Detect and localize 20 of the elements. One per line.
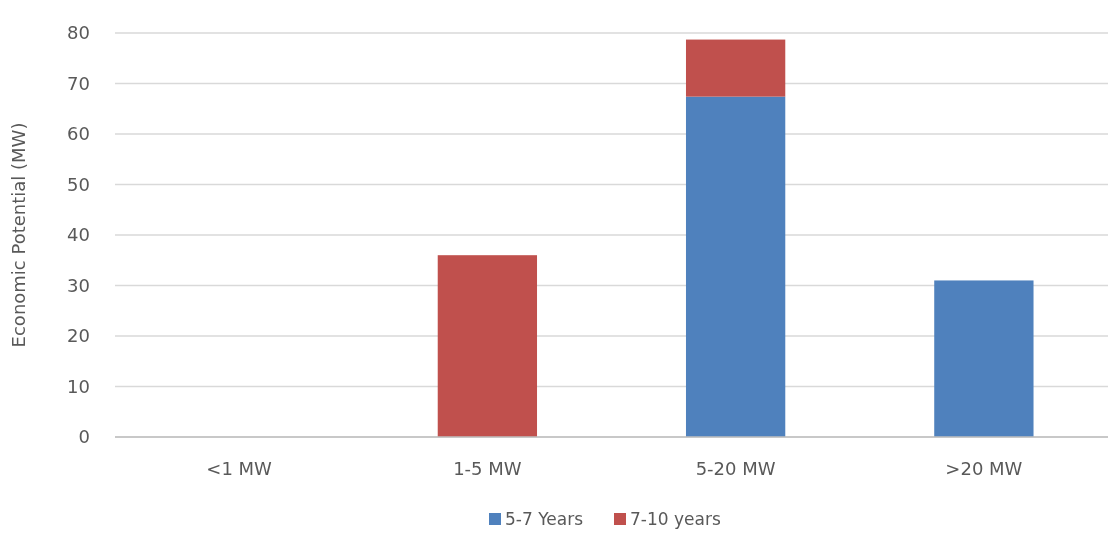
y-tick-label: 30 — [67, 274, 90, 296]
x-tick-label: <1 MW — [206, 458, 273, 479]
x-tick-label: 1-5 MW — [453, 458, 522, 479]
bar — [437, 255, 538, 437]
bar — [685, 96, 786, 437]
bar — [685, 39, 786, 97]
x-tick-label: >20 MW — [945, 458, 1023, 479]
y-axis-title: Economic Potential (MW) — [8, 122, 29, 348]
y-tick-label: 0 — [78, 426, 90, 448]
legend-label: 5-7 Years — [505, 508, 584, 529]
y-tick-label: 50 — [67, 173, 90, 195]
y-tick-label: 80 — [67, 22, 90, 44]
x-tick-label: 5-20 MW — [695, 458, 776, 479]
y-tick-label: 10 — [67, 375, 90, 397]
y-tick-label: 20 — [67, 325, 90, 347]
y-tick-label: 70 — [67, 72, 90, 94]
bar — [934, 280, 1034, 437]
legend-label: 7-10 years — [630, 508, 721, 529]
y-tick-label: 40 — [67, 224, 90, 246]
y-tick-label: 60 — [67, 123, 90, 145]
